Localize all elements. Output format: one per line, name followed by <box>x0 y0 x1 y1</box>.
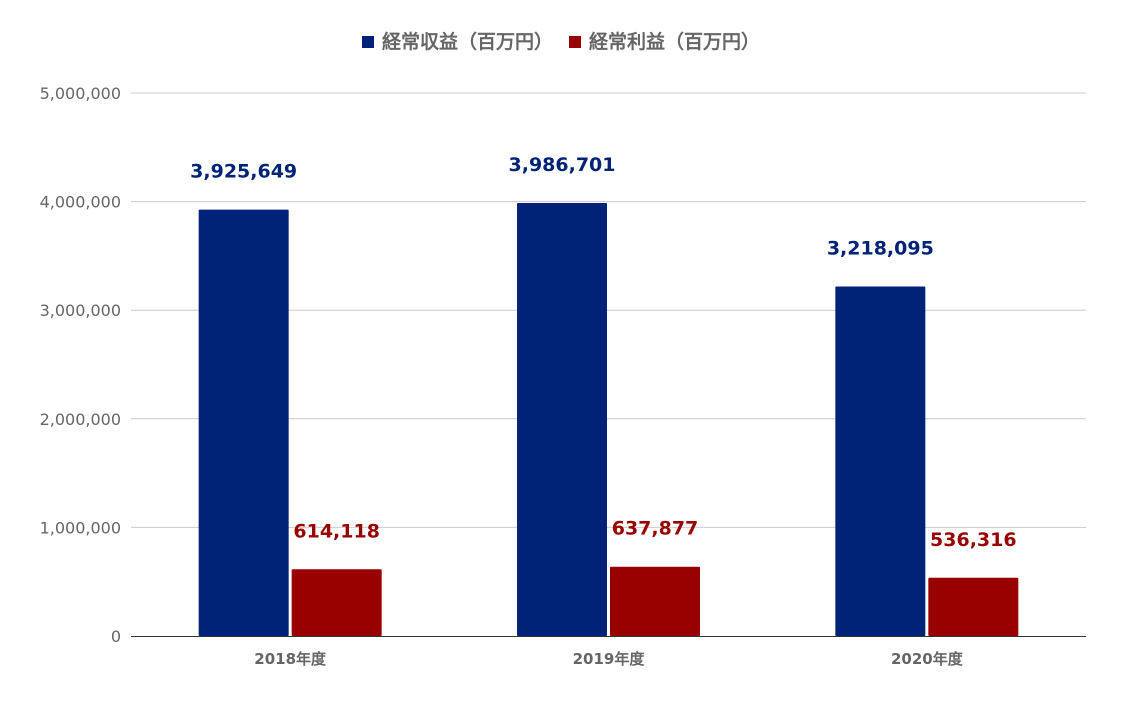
legend-swatch <box>361 36 374 48</box>
y-tick-label: 5,000,000 <box>40 84 121 103</box>
legend-label: 経常収益（百万円） <box>382 30 553 53</box>
data-label: 3,986,701 <box>509 154 616 176</box>
legend-item-2: 経常利益（百万円） <box>569 30 760 53</box>
data-labels: 3,925,649 614,118 3,986,701 637,877 3,218,09… <box>190 154 1016 551</box>
data-label: 614,118 <box>293 520 380 542</box>
bar-series-1-3 <box>835 286 926 636</box>
y-tick-label: 1,000,000 <box>40 518 121 537</box>
x-category-label: 2018年度 <box>254 650 327 668</box>
legend: 経常収益（百万円） 経常利益（百万円） <box>361 30 760 53</box>
x-axis-category-labels: 2018年度 2019年度 2020年度 <box>254 650 963 668</box>
bar-series-2-1 <box>291 569 382 636</box>
legend-item-1: 経常収益（百万円） <box>361 30 553 53</box>
data-label: 637,877 <box>612 518 699 540</box>
legend-label: 経常利益（百万円） <box>589 30 760 53</box>
y-tick-label: 4,000,000 <box>40 193 121 212</box>
gridlines <box>131 92 1086 528</box>
y-axis-tick-labels: 0 1,000,000 2,000,000 3,000,000 4,000,000 5,0… <box>40 84 121 646</box>
x-category-label: 2020年度 <box>891 650 964 668</box>
y-tick-label: 2,000,000 <box>40 410 121 429</box>
bars <box>198 203 1019 637</box>
bar-series-2-3 <box>928 577 1019 636</box>
y-tick-label: 3,000,000 <box>40 301 121 320</box>
x-category-label: 2019年度 <box>573 650 646 668</box>
legend-swatch <box>569 36 581 48</box>
data-label: 3,218,095 <box>827 238 934 260</box>
bar-series-1-2 <box>517 203 607 637</box>
bar-series-1-1 <box>198 209 289 637</box>
y-tick-label: 0 <box>111 627 121 646</box>
data-label: 536,316 <box>930 529 1017 551</box>
data-label: 3,925,649 <box>190 161 297 183</box>
bar-series-2-2 <box>610 566 700 636</box>
